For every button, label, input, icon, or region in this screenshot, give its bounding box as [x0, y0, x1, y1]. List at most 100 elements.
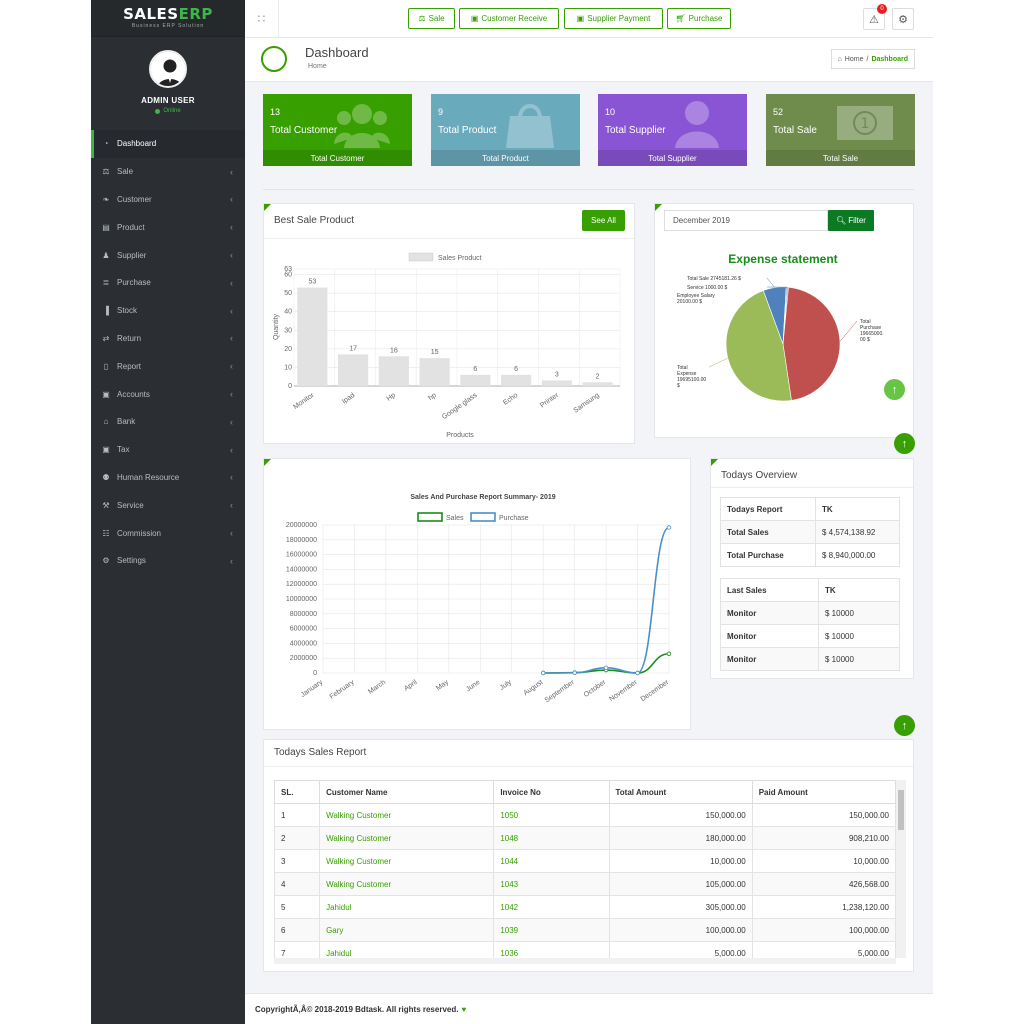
avatar[interactable]: [149, 50, 187, 88]
pie-label: 19665000.: [860, 331, 884, 337]
quick-sale-button[interactable]: ⚖ Sale: [408, 8, 455, 29]
pie-label: Expense: [677, 371, 697, 377]
best-sale-panel: Best Sale Product See All Sales Product 0…: [263, 203, 635, 444]
invoice-link[interactable]: 1036: [493, 941, 610, 958]
scroll-up-button[interactable]: ↑: [894, 433, 915, 454]
sidebar-item-service[interactable]: ⚒ Service ‹: [91, 491, 245, 519]
invoice-link[interactable]: 1042: [493, 895, 610, 919]
table-row: 7 Jahidul 1036 5,000.00 5,000.00: [274, 941, 896, 958]
y-tick-label: 60: [284, 272, 292, 279]
sidebar-item-stock[interactable]: ▐ Stock ‹: [91, 297, 245, 325]
app-root: SALESERP Business ERP Solution ADMIN USE…: [91, 0, 933, 1024]
sidebar-item-customer[interactable]: ❧ Customer ‹: [91, 186, 245, 214]
sidebar-item-label: Bank: [117, 417, 136, 427]
customer-link[interactable]: Gary: [319, 918, 495, 942]
customer-link[interactable]: Walking Customer: [319, 849, 495, 873]
panel-divider: [711, 487, 913, 488]
pie-label: Total: [860, 319, 871, 325]
x-tick-label: Samsung: [573, 392, 601, 415]
money-icon: ▣: [102, 445, 110, 455]
y-tick-label: 63: [284, 266, 292, 273]
sidebar-item-bank[interactable]: ⌂ Bank ‹: [91, 408, 245, 436]
sidebar-item-supplier[interactable]: ♟ Supplier ‹: [91, 241, 245, 269]
invoice-link[interactable]: 1043: [493, 872, 610, 896]
tile-footer[interactable]: Total Supplier: [598, 150, 747, 166]
breadcrumb-home[interactable]: Home: [844, 55, 864, 63]
column-header[interactable]: Invoice No: [493, 780, 610, 804]
see-all-button[interactable]: See All: [582, 210, 625, 231]
customer-link[interactable]: Jahidul: [319, 895, 495, 919]
y-tick-label: 16000000: [286, 552, 317, 559]
brand-tagline: Business ERP Solution: [131, 23, 205, 29]
sidebar-item-report[interactable]: ▯ Report ‹: [91, 352, 245, 380]
notification-button[interactable]: ⚠ 0: [863, 4, 887, 30]
horizontal-scrollbar[interactable]: [274, 958, 896, 964]
data-point: [666, 651, 672, 656]
quick-supplier-payment-button[interactable]: ▣ Supplier Payment: [564, 8, 663, 29]
data-label: 16: [390, 347, 398, 354]
y-tick-label: 12000000: [286, 581, 317, 588]
x-tick-label: April: [403, 679, 419, 693]
column-header[interactable]: Customer Name: [319, 780, 495, 804]
scroll-up-button[interactable]: ↑: [894, 715, 915, 736]
sidebar-item-settings[interactable]: ⚙ Settings ‹: [91, 547, 245, 575]
table-cell: 150,000.00: [751, 803, 896, 827]
y-tick-label: 10: [284, 364, 292, 371]
gear-icon: ⚙: [898, 13, 908, 26]
data-label: 6: [514, 366, 518, 373]
invoice-link[interactable]: 1048: [493, 826, 610, 850]
sidebar-item-dashboard[interactable]: ◔ Dashboard: [91, 130, 245, 158]
sidebar-item-accounts[interactable]: ▣ Accounts ‹: [91, 380, 245, 408]
x-axis-label: Products: [446, 432, 474, 439]
column-header[interactable]: Total Amount: [608, 780, 753, 804]
users-icon: ⚉: [102, 472, 110, 482]
sidebar-item-return[interactable]: ⇄ Return ‹: [91, 325, 245, 353]
sidebar-item-commission[interactable]: ☷ Commission ‹: [91, 519, 245, 547]
vertical-scrollbar[interactable]: [896, 780, 906, 958]
invoice-link[interactable]: 1039: [493, 918, 610, 942]
money-icon: ▣: [470, 14, 479, 23]
customer-link[interactable]: Jahidul: [319, 941, 495, 958]
sidebar-item-tax[interactable]: ▣ Tax ‹: [91, 436, 245, 464]
sidebar-toggle-button[interactable]: ∷: [245, 0, 279, 37]
sales-table-scroll[interactable]: SL. Customer Name Invoice No Total Amount Pa…: [274, 780, 896, 958]
breadcrumb-separator: /: [866, 55, 869, 63]
sidebar-item-purchase[interactable]: ≣ Purchase ‹: [91, 269, 245, 297]
sidebar-item-human-resource[interactable]: ⚉ Human Resource ‹: [91, 464, 245, 492]
invoice-link[interactable]: 1050: [493, 803, 610, 827]
sidebar-item-label: Sale: [117, 167, 134, 177]
tile-total-customer[interactable]: 13 Total Customer Total Customer: [263, 94, 412, 166]
sidebar-item-product[interactable]: ▤ Product ‹: [91, 213, 245, 241]
online-dot-icon: [155, 108, 161, 114]
exchange-icon: ⇄: [102, 333, 110, 343]
month-picker-input[interactable]: December 2019: [664, 210, 828, 231]
table-cell: 1: [274, 803, 321, 827]
tile-number: 10: [605, 107, 616, 117]
table-cell: Total Purchase: [720, 543, 816, 567]
quick-purchase-button[interactable]: 🛒︎ Purchase: [667, 8, 731, 29]
scroll-up-button[interactable]: ↑: [884, 379, 905, 400]
data-point: [540, 670, 546, 676]
column-header[interactable]: Paid Amount: [751, 780, 896, 804]
settings-button[interactable]: ⚙: [892, 8, 914, 30]
tile-total-product[interactable]: 9 Total Product Total Product: [431, 94, 580, 166]
chevron-left-icon: ‹: [230, 166, 233, 177]
tile-footer[interactable]: Total Customer: [263, 150, 412, 166]
sidebar-menu: ◔ Dashboard ⚖ Sale ‹ ❧ Customer ‹ ▤ Product ‹ ♟ Supp…: [91, 130, 245, 575]
table-row: 1 Walking Customer 1050 150,000.00 150,000.0…: [274, 803, 896, 827]
tile-total-sale[interactable]: 1 52 Total Sale Total Sale: [766, 94, 915, 166]
bar: [460, 374, 491, 386]
sidebar-item-sale[interactable]: ⚖ Sale ‹: [91, 158, 245, 186]
brand-logo[interactable]: SALESERP Business ERP Solution: [91, 0, 245, 37]
column-header[interactable]: SL.: [274, 780, 321, 804]
filter-button[interactable]: 🔍︎ Filter: [828, 210, 874, 231]
tile-total-supplier[interactable]: 10 Total Supplier Total Supplier: [598, 94, 747, 166]
customer-link[interactable]: Walking Customer: [319, 803, 495, 827]
scrollbar-thumb[interactable]: [898, 790, 904, 830]
customer-link[interactable]: Walking Customer: [319, 826, 495, 850]
tile-footer[interactable]: Total Sale: [766, 150, 915, 166]
tile-footer[interactable]: Total Product: [431, 150, 580, 166]
quick-customer-receive-button[interactable]: ▣ Customer Receive: [459, 8, 559, 29]
invoice-link[interactable]: 1044: [493, 849, 610, 873]
customer-link[interactable]: Walking Customer: [319, 872, 495, 896]
